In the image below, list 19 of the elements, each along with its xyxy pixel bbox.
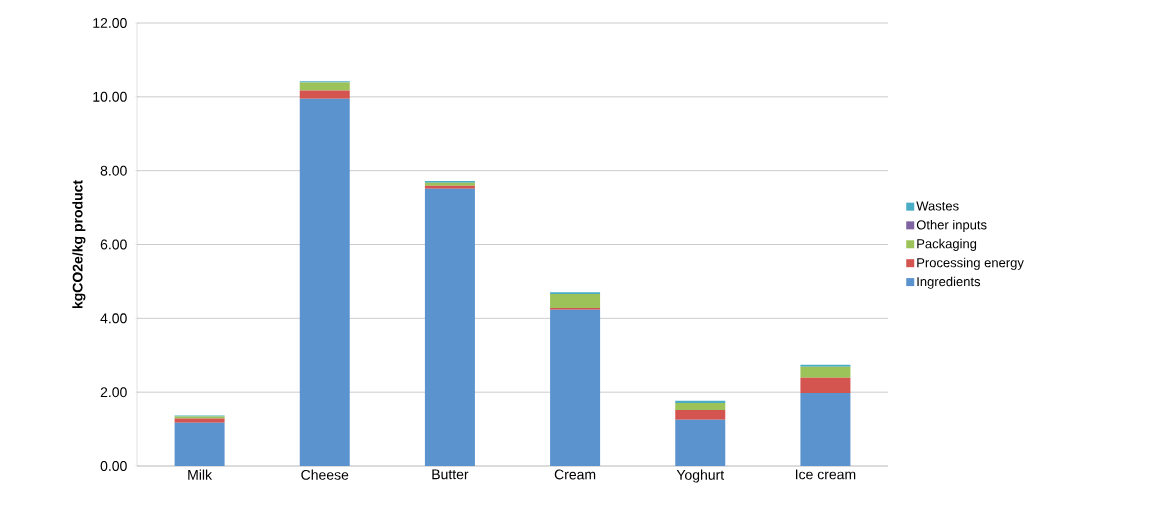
- y-tick-label: 6.00: [100, 239, 127, 250]
- x-tick-label: Cheese: [301, 469, 349, 480]
- y-tick-label: 0.00: [100, 461, 127, 471]
- y-tick-label: 8.00: [100, 165, 127, 176]
- legend-label: Other inputs: [916, 219, 987, 232]
- legend-label: Processing energy: [917, 257, 1024, 270]
- legend-label: Ingredients: [917, 276, 981, 289]
- x-tick-label: Yoghurt: [676, 469, 725, 483]
- y-tick-label: 10.00: [93, 91, 127, 102]
- x-tick-label: Butter: [432, 469, 469, 480]
- y-tick-label: 12.00: [93, 18, 127, 28]
- y-tick-label: 4.00: [100, 313, 127, 324]
- legend-label: Wastes: [916, 201, 959, 211]
- x-tick-label: Cream: [554, 469, 596, 480]
- y-tick-label: 2.00: [100, 387, 127, 398]
- x-tick-label: Ice cream: [795, 469, 856, 480]
- x-tick-label: Milk: [188, 469, 213, 480]
- y-axis-title: kgCO2e/kg product: [72, 180, 86, 309]
- legend-label: Packaging: [917, 238, 977, 251]
